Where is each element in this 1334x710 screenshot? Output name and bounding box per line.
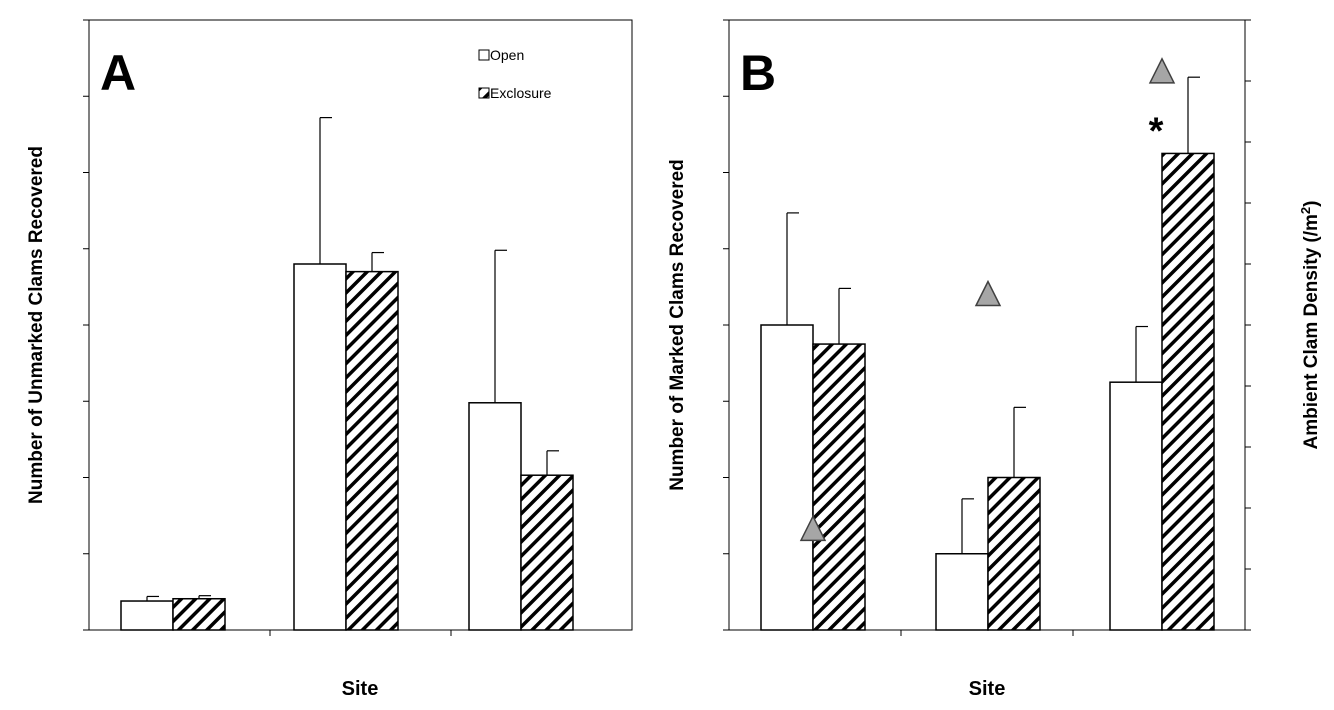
panel-a: A Site Number of Unmarked Clams Recovere… — [26, 19, 633, 700]
density-marker-trunk-island — [1148, 57, 1176, 84]
exclosure-bar-tucker-s-bay — [345, 270, 399, 631]
panel-b-density-markers — [799, 57, 1176, 542]
significance-asterisk: * — [1149, 110, 1164, 152]
panel-b-y-axis — [723, 19, 729, 631]
y2-title-main: Ambient Clam Density (/m — [1301, 214, 1322, 449]
open-bar-tucker-s-bay — [935, 553, 989, 631]
panel-a-bars — [120, 116, 574, 631]
y2-title-sup: 2 — [1298, 207, 1313, 214]
open-bar-tucker-s-bay — [293, 263, 347, 631]
open-bar-major-s-bay — [120, 600, 174, 631]
legend-open-swatch — [478, 49, 490, 61]
open-bar-major-s-bay — [760, 324, 814, 631]
y2-title-end: ) — [1301, 201, 1322, 207]
panel-b-secondary-y-axis — [1245, 19, 1251, 631]
panel-b-y2-axis-title: Ambient Clam Density (/m2) — [1298, 201, 1323, 450]
panel-a-legend: Open Exclosure — [478, 47, 552, 101]
panel-a-letter: A — [100, 45, 136, 101]
panel-b-x-axis-title: Site — [969, 678, 1006, 700]
open-bar-trunk-island — [1109, 381, 1163, 631]
panel-b: B * Site Number of Marked Clams Recovere… — [667, 19, 1323, 700]
panel-a-y-axis-title: Number of Unmarked Clams Recovered — [26, 146, 47, 504]
density-marker-major-s-bay — [799, 514, 827, 542]
exclosure-bar-major-s-bay — [812, 343, 866, 631]
panel-b-y-axis-title: Number of Marked Clams Recovered — [667, 159, 688, 491]
exclosure-bar-trunk-island — [1161, 152, 1215, 631]
panel-a-y-axis — [83, 19, 89, 631]
density-marker-tucker-s-bay — [974, 279, 1002, 307]
panel-b-letter: B — [740, 45, 776, 101]
exclosure-bar-tucker-s-bay — [987, 476, 1041, 631]
panel-b-bars — [760, 76, 1215, 631]
legend-exclosure-label: Exclosure — [490, 85, 552, 101]
panel-b-x-axis — [900, 630, 1074, 636]
exclosure-bar-trunk-island — [520, 474, 574, 631]
panel-a-x-axis-title: Site — [342, 678, 379, 700]
panel-a-x-axis — [269, 630, 452, 636]
legend-exclosure-swatch — [478, 87, 490, 99]
legend-open-label: Open — [490, 47, 524, 63]
open-bar-trunk-island — [468, 402, 522, 631]
exclosure-bar-major-s-bay — [172, 597, 226, 631]
